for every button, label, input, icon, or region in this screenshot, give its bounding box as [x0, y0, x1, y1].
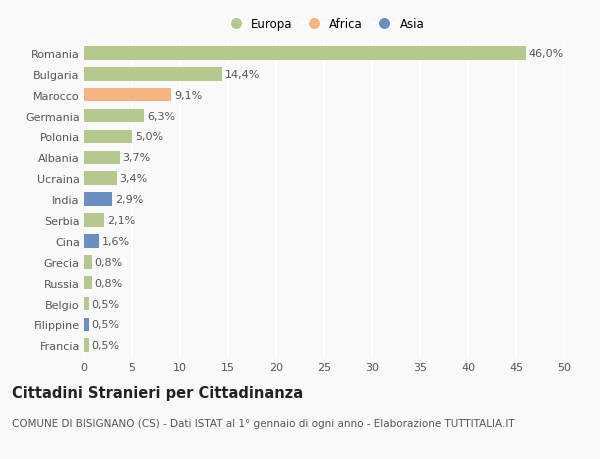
Text: 3,4%: 3,4% [119, 174, 148, 184]
Text: 0,5%: 0,5% [92, 299, 120, 309]
Bar [84, 297, 89, 311]
Bar [84, 255, 92, 269]
Text: Cittadini Stranieri per Cittadinanza: Cittadini Stranieri per Cittadinanza [12, 386, 303, 401]
Text: 14,4%: 14,4% [225, 70, 260, 80]
Text: 3,7%: 3,7% [122, 153, 151, 163]
Text: COMUNE DI BISIGNANO (CS) - Dati ISTAT al 1° gennaio di ogni anno - Elaborazione : COMUNE DI BISIGNANO (CS) - Dati ISTAT al… [12, 418, 515, 428]
Bar [84, 318, 89, 331]
Text: 2,1%: 2,1% [107, 216, 135, 225]
Text: 0,5%: 0,5% [92, 341, 120, 351]
Text: 0,8%: 0,8% [95, 278, 123, 288]
Bar [84, 193, 112, 207]
Bar [84, 276, 92, 290]
Text: 46,0%: 46,0% [529, 49, 564, 59]
Bar [84, 151, 119, 165]
Bar [84, 68, 222, 81]
Text: 5,0%: 5,0% [135, 132, 163, 142]
Bar [84, 130, 132, 144]
Bar [84, 47, 526, 61]
Bar [84, 89, 172, 102]
Text: 0,8%: 0,8% [95, 257, 123, 267]
Bar [84, 214, 104, 227]
Text: 9,1%: 9,1% [174, 90, 202, 101]
Bar [84, 110, 145, 123]
Text: 1,6%: 1,6% [102, 236, 130, 246]
Bar [84, 172, 116, 185]
Bar [84, 235, 100, 248]
Legend: Europa, Africa, Asia: Europa, Africa, Asia [221, 16, 427, 33]
Bar [84, 339, 89, 353]
Text: 0,5%: 0,5% [92, 319, 120, 330]
Text: 2,9%: 2,9% [115, 195, 143, 205]
Text: 6,3%: 6,3% [148, 112, 175, 121]
